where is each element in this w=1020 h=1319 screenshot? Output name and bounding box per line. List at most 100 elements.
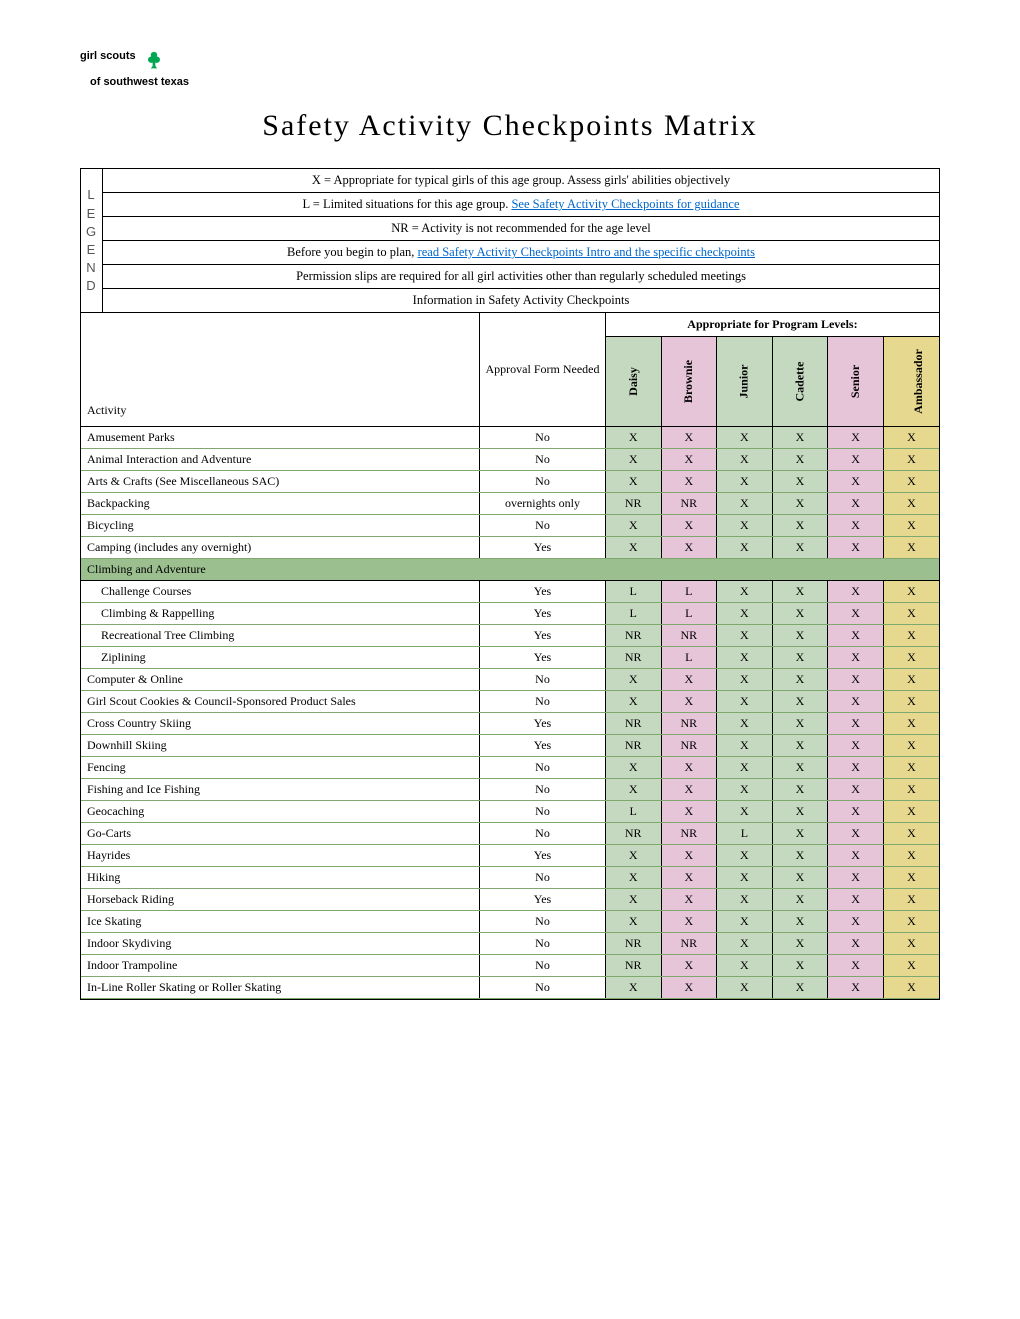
level-cell: X <box>772 735 828 757</box>
level-cell: X <box>883 493 939 515</box>
activity-name: Ziplining <box>81 647 480 669</box>
level-cell: X <box>828 471 884 493</box>
level-header-label: Daisy <box>626 368 641 397</box>
level-cell: X <box>828 889 884 911</box>
activity-name: Camping (includes any overnight) <box>81 537 480 559</box>
level-cell: X <box>717 779 773 801</box>
approval-value: No <box>480 691 606 713</box>
logo: girl scouts of southwest texas <box>80 50 940 89</box>
level-cell: X <box>661 537 717 559</box>
section-label: Climbing and Adventure <box>81 559 939 581</box>
logo-text: girl scouts of southwest texas <box>80 50 189 89</box>
legend-text: L = Limited situations for this age grou… <box>302 197 511 211</box>
table-row: Go-CartsNoNRNRLXXX <box>81 823 939 845</box>
table-row: Animal Interaction and AdventureNoXXXXXX <box>81 449 939 471</box>
level-cell: X <box>828 735 884 757</box>
table-row: Camping (includes any overnight)YesXXXXX… <box>81 537 939 559</box>
level-cell: X <box>883 669 939 691</box>
approval-value: Yes <box>480 625 606 647</box>
level-cell: X <box>605 867 661 889</box>
table-row: HikingNoXXXXXX <box>81 867 939 889</box>
level-cell: X <box>883 889 939 911</box>
level-cell: X <box>772 471 828 493</box>
level-cell: X <box>883 757 939 779</box>
table-row: Arts & Crafts (See Miscellaneous SAC)NoX… <box>81 471 939 493</box>
legend-row: NR = Activity is not recommended for the… <box>103 217 939 241</box>
level-cell: X <box>772 581 828 603</box>
legend-row: Information in Safety Activity Checkpoin… <box>103 289 939 312</box>
activity-name: Bicycling <box>81 515 480 537</box>
legend-letter: L <box>87 186 95 204</box>
level-cell: X <box>828 801 884 823</box>
level-cell: X <box>828 823 884 845</box>
legend-rows: X = Appropriate for typical girls of thi… <box>103 169 939 312</box>
activity-header: Activity <box>81 313 480 427</box>
level-cell: X <box>661 867 717 889</box>
legend-row: Before you begin to plan, read Safety Ac… <box>103 241 939 265</box>
level-cell: X <box>605 779 661 801</box>
legend-link[interactable]: See Safety Activity Checkpoints for guid… <box>511 197 739 211</box>
level-cell: X <box>828 845 884 867</box>
level-cell: X <box>828 493 884 515</box>
legend-text: Permission slips are required for all gi… <box>296 269 746 283</box>
level-cell: X <box>828 515 884 537</box>
level-cell: X <box>661 515 717 537</box>
level-cell: X <box>717 493 773 515</box>
legend-letter: G <box>86 223 97 241</box>
level-cell: L <box>717 823 773 845</box>
level-cell: X <box>717 889 773 911</box>
level-cell: L <box>605 581 661 603</box>
level-cell: X <box>828 757 884 779</box>
level-cell: NR <box>661 493 717 515</box>
table-row: Amusement ParksNoXXXXXX <box>81 427 939 449</box>
level-header-ambassador: Ambassador <box>883 337 939 427</box>
approval-value: Yes <box>480 889 606 911</box>
activity-name: Hiking <box>81 867 480 889</box>
level-cell: X <box>883 691 939 713</box>
level-cell: X <box>717 581 773 603</box>
level-cell: X <box>661 779 717 801</box>
level-cell: X <box>772 713 828 735</box>
level-cell: X <box>883 867 939 889</box>
level-cell: X <box>828 933 884 955</box>
level-cell: X <box>605 911 661 933</box>
level-cell: X <box>828 427 884 449</box>
level-cell: NR <box>605 955 661 977</box>
table-row: Horseback RidingYesXXXXXX <box>81 889 939 911</box>
level-cell: X <box>772 779 828 801</box>
legend-letter: D <box>86 277 96 295</box>
activity-name: Fencing <box>81 757 480 779</box>
level-cell: X <box>717 449 773 471</box>
activity-name: Horseback Riding <box>81 889 480 911</box>
level-cell: X <box>883 977 939 999</box>
level-cell: X <box>605 669 661 691</box>
approval-value: No <box>480 801 606 823</box>
level-cell: X <box>772 515 828 537</box>
level-header-brownie: Brownie <box>661 337 717 427</box>
logo-line1: girl scouts <box>80 50 136 62</box>
approval-value: No <box>480 955 606 977</box>
legend-link[interactable]: read Safety Activity Checkpoints Intro a… <box>418 245 755 259</box>
level-cell: X <box>883 779 939 801</box>
level-cell: NR <box>605 735 661 757</box>
level-cell: X <box>772 889 828 911</box>
level-cell: X <box>828 911 884 933</box>
activity-name: Geocaching <box>81 801 480 823</box>
level-header-cadette: Cadette <box>772 337 828 427</box>
legend-side-label: LEGEND <box>81 169 103 312</box>
level-cell: X <box>883 427 939 449</box>
table-row: Climbing & RappellingYesLLXXXX <box>81 603 939 625</box>
level-header-daisy: Daisy <box>605 337 661 427</box>
approval-value: Yes <box>480 581 606 603</box>
level-cell: X <box>717 911 773 933</box>
level-header-label: Cadette <box>792 362 807 402</box>
level-cell: X <box>605 449 661 471</box>
level-cell: X <box>772 427 828 449</box>
level-cell: X <box>717 691 773 713</box>
level-cell: X <box>605 537 661 559</box>
activity-name: Cross Country Skiing <box>81 713 480 735</box>
appropriate-header: Appropriate for Program Levels: <box>605 313 939 337</box>
level-cell: NR <box>605 625 661 647</box>
level-cell: L <box>661 647 717 669</box>
approval-value: overnights only <box>480 493 606 515</box>
